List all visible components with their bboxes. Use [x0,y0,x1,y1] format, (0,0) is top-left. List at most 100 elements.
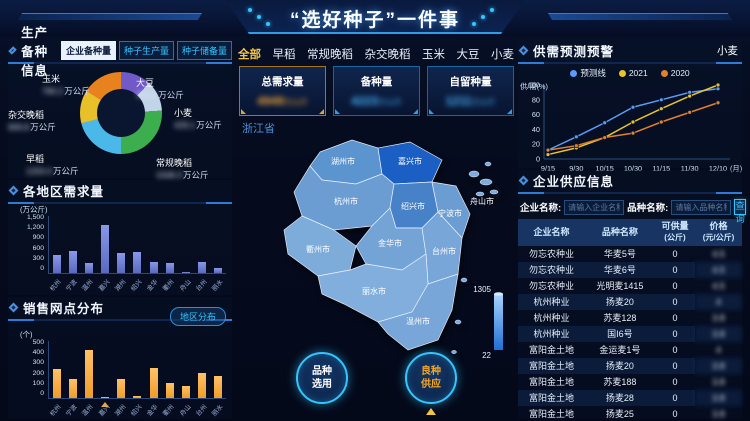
donut-label-3: 早稻 1203.4万公斤 [26,154,79,176]
quantity-cell: 0 [654,325,696,342]
price-cell: 4.5 [712,280,725,291]
legend-item-1[interactable]: 2021 [618,67,648,79]
map-island[interactable] [489,189,499,195]
bar [149,262,158,273]
crop-tab-6[interactable]: 小麦 [491,49,514,61]
crop-tab-3[interactable]: 杂交晚稻 [364,49,411,61]
svg-text:10/30: 10/30 [624,164,642,173]
map-island[interactable] [468,170,480,178]
donut-label-4: 杂交晚稻 906.8万公斤 [8,110,56,132]
bar [85,350,94,398]
table-row: 富阳金土地 金运麦1号 0 4 [518,342,742,358]
header-dots-left [248,8,278,30]
variety-cell: 扬麦20 [584,293,655,310]
query-button[interactable]: 查询 [734,199,746,225]
bar [165,383,174,398]
quantity-cell: 0 [672,408,678,419]
map-island[interactable] [479,178,493,186]
legend-item-0[interactable]: 预测线 [570,67,606,79]
scale-max-label: 1305 [473,285,491,294]
company-cell: 杭州种业 [518,293,585,310]
regional-demand-bar-chart: (万公斤) 1,500 1,200 900 600 300 0 杭州 宁波 温州 嘉兴 湖州 绍兴 金华衢… [16,205,228,293]
quantity-cell: 0 [654,261,696,278]
table-row: 杭州种业 扬麦20 0 4 [518,293,742,310]
map-island[interactable] [451,350,457,354]
legend-dot [570,69,578,77]
header-dots-right [472,8,502,30]
supply-search-bar: 企业名称: 品种名称: 查询 [518,199,746,225]
map-island[interactable] [460,277,468,283]
button-label-line: 品种 [312,366,332,377]
active-button-marker [426,408,436,415]
variety-cell: 华麦6号 [584,261,655,278]
bar [101,397,110,407]
map-region-jiaxing[interactable] [377,141,443,185]
table-header: 品种名称 [584,219,655,246]
bar [101,224,110,273]
bar [197,261,206,273]
company-cell: 勿忘农种业 [528,249,574,259]
province-breadcrumb[interactable]: 浙江省 [242,123,275,135]
production-tabbar: 企业备种量 种子生产量 种子储备量 [60,40,232,60]
map-island[interactable] [475,191,485,197]
quantity-cell: 0 [654,357,696,374]
region-distribution-button[interactable]: 地区分布 [169,307,226,326]
stat-card-label: 自留种量 [449,76,492,88]
map-region-ningbo[interactable] [431,181,471,239]
production-info-panel: 生产备种信息 企业备种量 种子生产量 种子储备量 大豆 355.6万公斤 小麦 429.1… [8,26,232,180]
seed-supply-button[interactable]: 良种 供应 [405,352,457,404]
svg-text:100: 100 [528,81,540,90]
enterprise-supply-panel: 企业供应信息 企业名称: 品种名称: 查询 企业名称品种名称可供量(公斤)价格(… [518,170,746,419]
stat-card-value: 4949万公斤 [257,94,308,108]
variety-cell: 扬麦20 [584,357,655,374]
quantity-cell: 0 [672,280,678,291]
map-island[interactable] [454,319,462,325]
bar [69,379,78,398]
bar [117,253,126,273]
production-tab-0[interactable]: 企业备种量 [60,40,116,60]
donut-label-5: 玉米 780.2万公斤 [42,74,90,96]
seed-donut-chart [80,72,162,154]
panel-title: 各地区需求量 [23,184,105,199]
bar [213,376,222,398]
company-name-input[interactable] [564,199,625,215]
svg-text:10/15: 10/15 [596,164,614,173]
variety-cell: 扬麦28 [584,389,655,406]
stat-card-value: 4223万公斤 [351,94,402,108]
crop-tab-5[interactable]: 大豆 [456,49,480,61]
variety-name-input[interactable] [671,199,732,215]
panel-diamond-icon [8,185,19,195]
variety-cell: 华麦5号 [603,249,636,259]
sales-network-panel: 销售网点分布 地区分布 (个) 500 400 300 200 100 0 杭州 宁波 温州 嘉兴湖… [8,297,232,419]
plot-area [48,216,226,274]
bar [85,263,94,273]
bar [181,386,190,398]
production-tab-2[interactable]: 种子储备量 [176,40,232,60]
price-cell: 4.5 [695,261,742,278]
scale-min-label: 22 [482,351,491,360]
company-cell: 勿忘农种业 [518,261,585,278]
map-color-scale [494,294,503,350]
stat-card-0: 总需求量 4949万公斤 [239,66,326,116]
crop-tab-1[interactable]: 早稻 [272,49,296,61]
crop-tab-2[interactable]: 常规晚稻 [307,49,353,61]
table-row: 杭州种业 国I6号 0 3.8 [518,325,742,342]
donut-label-0: 大豆 355.6万公斤 [136,78,184,100]
table-row: 富阳金土地 扬麦20 0 3.8 [518,357,742,374]
bar [133,252,142,273]
company-cell: 富阳金土地 [528,345,574,355]
production-tab-1[interactable]: 种子生产量 [118,40,174,60]
variety-selection-button[interactable]: 品种 选用 [296,352,348,404]
map-region-huzhou[interactable] [309,139,383,185]
variety-cell: 扬麦25 [605,409,634,419]
map-island[interactable] [484,161,492,167]
price-cell: 4 [695,293,742,310]
header-bar: “选好种子”一件事 [0,0,750,36]
crop-tab-0[interactable]: 全部 [238,49,261,61]
price-cell: 3.8 [712,312,725,323]
stat-card-value: 1211万公斤 [445,94,496,108]
crop-tab-4[interactable]: 玉米 [422,49,445,61]
legend-item-2[interactable]: 2020 [660,67,690,79]
axis-unit-label: (个) [20,330,33,339]
map-region-wenzhou[interactable] [377,273,459,351]
